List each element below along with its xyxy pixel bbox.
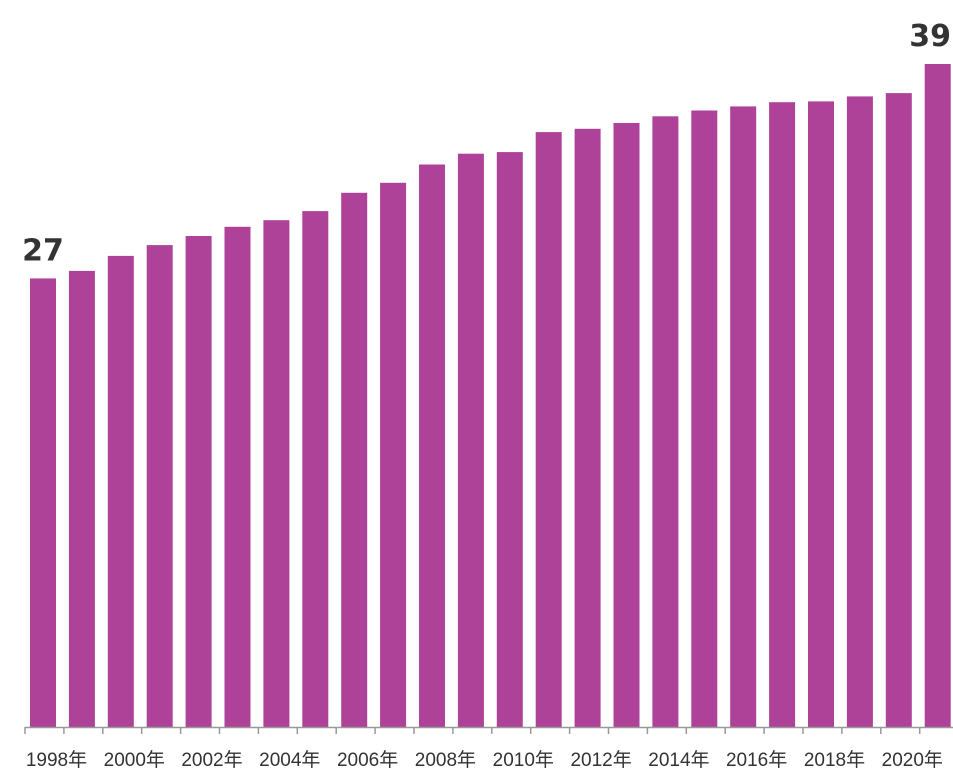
bars-group [30, 64, 951, 728]
bar-2001年 [146, 245, 173, 727]
bar-2000年 [107, 255, 134, 727]
bar-2016年 [730, 106, 757, 727]
data-label-2021年: 39 [909, 19, 951, 54]
x-tick-label: 2020年 [882, 749, 943, 771]
bar-2019年 [846, 96, 873, 727]
bar-2010年 [496, 152, 523, 728]
data-label-1998年: 27 [22, 233, 64, 268]
bar-2005年 [302, 211, 329, 728]
x-tick-label: 2004年 [259, 749, 320, 771]
x-ticks-group [24, 727, 921, 734]
bar-2018年 [808, 101, 834, 727]
data-labels-group: 27 39 [22, 19, 951, 268]
bar-2015年 [691, 110, 718, 727]
bar-1999年 [68, 270, 95, 727]
x-tick-label: 2006年 [337, 749, 398, 771]
x-tick-label: 2010年 [493, 749, 554, 771]
bar-2017年 [769, 102, 796, 727]
bar-2014年 [652, 116, 679, 728]
bar-1998年 [30, 278, 56, 727]
bar-2006年 [341, 192, 368, 728]
bar-2011年 [535, 132, 562, 728]
x-tick-label: 2008年 [415, 749, 476, 771]
x-tick-label: 1998年 [26, 749, 87, 771]
bar-2012年 [574, 128, 601, 728]
x-tick-label: 2016年 [726, 749, 787, 771]
x-tick-label: 2014年 [648, 749, 709, 771]
x-tick-labels-group: 1998年 2000年 2002年 2004年 2006年 2008年 2010年 2012年… [26, 749, 943, 771]
x-tick-label: 2002年 [181, 749, 242, 771]
x-tick-label: 2012年 [570, 749, 631, 771]
bar-2003年 [224, 226, 251, 728]
bar-2021年 [924, 64, 951, 727]
bar-2004年 [263, 220, 290, 727]
x-tick-label: 2000年 [104, 749, 165, 771]
bar-2013年 [613, 123, 640, 727]
bar-2007年 [380, 182, 407, 728]
bar-2009年 [457, 153, 484, 727]
x-tick-label: 2018年 [804, 749, 865, 771]
bar-2020年 [885, 93, 912, 728]
bar-2002年 [185, 236, 212, 727]
bar-2008年 [419, 164, 445, 727]
